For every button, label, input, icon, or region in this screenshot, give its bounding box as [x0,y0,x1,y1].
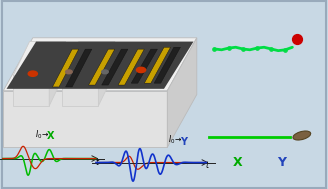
Polygon shape [49,42,66,106]
Polygon shape [144,47,171,83]
Polygon shape [52,49,79,87]
Point [295,37,300,40]
Polygon shape [3,91,167,147]
Point [240,47,245,50]
Point [212,47,217,50]
Circle shape [28,71,37,76]
Ellipse shape [293,131,311,140]
Polygon shape [7,42,194,89]
Circle shape [102,70,108,74]
Text: Y: Y [180,136,187,146]
Polygon shape [62,42,115,76]
Circle shape [136,67,146,73]
Polygon shape [154,47,180,83]
Polygon shape [3,38,197,91]
Text: $t$: $t$ [205,159,211,170]
Text: $t$: $t$ [95,156,100,167]
Text: Y: Y [277,156,286,169]
Polygon shape [98,42,115,106]
Point [254,47,259,50]
Polygon shape [13,76,49,106]
Polygon shape [102,49,128,85]
Text: $I_0\!\rightarrow$: $I_0\!\rightarrow$ [168,133,182,146]
Point [283,48,288,51]
Text: X: X [233,156,243,169]
Point [226,47,231,50]
Polygon shape [167,38,197,147]
Text: $I_0\!\rightarrow$: $I_0\!\rightarrow$ [35,128,50,141]
Circle shape [66,70,72,74]
Polygon shape [66,49,92,87]
Polygon shape [89,49,115,85]
Point [269,47,274,50]
Polygon shape [118,49,144,85]
Text: X: X [47,131,54,141]
Polygon shape [13,42,66,76]
Polygon shape [131,49,157,83]
Polygon shape [62,76,98,106]
